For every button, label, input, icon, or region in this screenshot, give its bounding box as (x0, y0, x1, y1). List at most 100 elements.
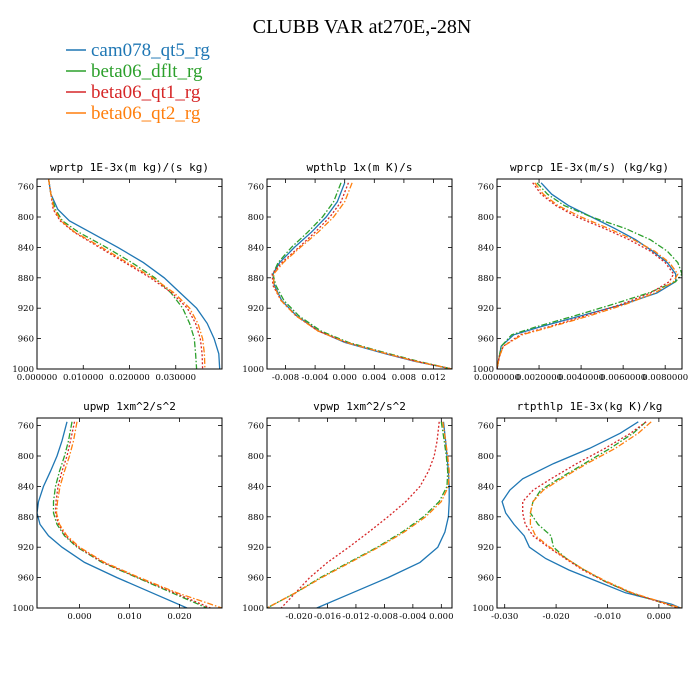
panel-1: wprtp 1E-3x(m kg)/(s kg) 760 800 840 880 920 9… (12, 161, 223, 383)
plot-frame (36, 417, 223, 609)
series-line-beta06_qt1_rg (280, 421, 440, 608)
series-line-beta06_qt2_rg (273, 182, 452, 369)
panel-3: wprcp 1E-3x(m/s) (kg/kg) 760 800 840 880 920 9… (472, 161, 688, 383)
series-line-beta06_qt1_rg (497, 182, 675, 369)
series-line-beta06_dflt_rg (47, 179, 198, 369)
x-tick-label: 0.030000 (155, 373, 196, 383)
y-tick-label: 760 (248, 422, 264, 432)
series-line-beta06_dflt_rg (52, 421, 208, 608)
x-tick-label: 0.000 (647, 612, 671, 622)
x-tick-label: 0.004 (362, 373, 386, 383)
x-tick-label: -0.012 (342, 612, 369, 622)
series-line-beta06_dflt_rg (529, 421, 679, 608)
plot-frame (496, 417, 683, 609)
series-line-cam078_qt5_rg (316, 421, 450, 608)
y-tick-label: 840 (478, 482, 494, 492)
series-line-beta06_qt2_rg (47, 179, 206, 369)
x-tick-label: 0.010000 (63, 373, 104, 383)
y-tick-label: 960 (18, 335, 34, 345)
y-tick-label: 880 (248, 513, 264, 523)
plot-frame (496, 178, 683, 370)
series-line-cam078_qt5_rg (497, 182, 677, 369)
y-tick-label: 960 (18, 574, 34, 584)
series-line-beta06_dflt_rg (272, 182, 452, 369)
x-tick-label: 0.000000 (17, 373, 58, 383)
y-tick-label: 920 (478, 543, 494, 553)
panel-title: wprtp 1E-3x(m kg)/(s kg) (50, 161, 209, 174)
panel-2: wpthlp 1x(m K)/s 760 800 840 880 920 960 1000 -0… (242, 161, 453, 383)
legend-label-beta06_qt1_rg: beta06_qt1_rg (91, 82, 201, 103)
series-line-beta06_qt2_rg (267, 421, 450, 608)
y-tick-label: 840 (18, 482, 34, 492)
y-tick-label: 880 (18, 513, 34, 523)
x-tick-label: 0.008 (392, 373, 416, 383)
y-tick-label: 1000 (472, 604, 494, 614)
y-tick-label: 880 (478, 274, 494, 284)
series-line-cam078_qt5_rg (47, 179, 221, 369)
legend-label-beta06_dflt_rg: beta06_dflt_rg (91, 61, 203, 82)
x-tick-label: 0.0020000 (516, 373, 562, 383)
series-line-beta06_qt1_rg (47, 179, 204, 369)
y-tick-label: 800 (478, 213, 494, 223)
plot-frame (36, 178, 223, 370)
x-tick-label: -0.016 (314, 612, 341, 622)
series-line-beta06_dflt_rg (497, 182, 682, 369)
x-tick-label: 0.010 (117, 612, 141, 622)
figure-title: CLUBB VAR at270E,-28N (253, 16, 472, 38)
x-tick-label: -0.008 (371, 612, 398, 622)
y-tick-label: 1000 (242, 365, 264, 375)
y-tick-label: 880 (248, 274, 264, 284)
y-tick-label: 920 (248, 543, 264, 553)
y-tick-label: 760 (18, 183, 34, 193)
x-tick-label: -0.030 (491, 612, 518, 622)
y-tick-label: 880 (478, 513, 494, 523)
x-tick-label: 0.012 (421, 373, 445, 383)
x-tick-label: -0.020 (285, 612, 312, 622)
y-tick-label: 800 (478, 452, 494, 462)
y-tick-label: 960 (248, 335, 264, 345)
x-tick-label: -0.004 (301, 373, 328, 383)
x-tick-label: -0.020 (542, 612, 569, 622)
series-line-beta06_qt2_rg (497, 182, 679, 369)
y-tick-label: 840 (478, 243, 494, 253)
series-line-cam078_qt5_rg (501, 421, 681, 608)
panel-4: upwp 1xm^2/s^2 760 800 840 880 920 960 1000 0.00… (12, 400, 223, 622)
y-tick-label: 1000 (12, 365, 34, 375)
panel-title: vpwp 1xm^2/s^2 (313, 400, 406, 413)
x-tick-label: 0.020 (167, 612, 191, 622)
series-line-beta06_qt1_rg (54, 421, 211, 608)
y-tick-label: 800 (18, 213, 34, 223)
series-line-cam078_qt5_rg (272, 182, 452, 369)
x-tick-label: 0.020000 (109, 373, 150, 383)
panel-title: rtpthlp 1E-3x(kg K)/kg (517, 400, 663, 413)
panels: wprtp 1E-3x(m kg)/(s kg) 760 800 840 880 920 9… (12, 161, 688, 622)
x-tick-label: 0.000 (429, 612, 453, 622)
x-tick-label: 0.0000000 (474, 373, 520, 383)
series-line-beta06_qt1_rg (271, 182, 452, 369)
panel-5: vpwp 1xm^2/s^2 760 800 840 880 920 960 1000 -0.0… (242, 400, 453, 622)
y-tick-label: 920 (18, 304, 34, 314)
y-tick-label: 960 (478, 335, 494, 345)
y-tick-label: 800 (248, 213, 264, 223)
y-tick-label: 760 (248, 183, 264, 193)
x-tick-label: -0.010 (594, 612, 621, 622)
y-tick-label: 1000 (242, 604, 264, 614)
y-tick-label: 920 (478, 304, 494, 314)
x-tick-label: 0.0080000 (642, 373, 688, 383)
legend-label-beta06_qt2_rg: beta06_qt2_rg (91, 103, 201, 124)
y-tick-label: 1000 (472, 365, 494, 375)
y-tick-label: 920 (248, 304, 264, 314)
x-tick-label: 0.000 (333, 373, 357, 383)
x-tick-label: 0.0040000 (558, 373, 604, 383)
legend: cam078_qt5_rgbeta06_dflt_rgbeta06_qt1_rg… (66, 40, 210, 124)
x-tick-label: 0.000 (67, 612, 91, 622)
y-tick-label: 760 (478, 422, 494, 432)
series-line-beta06_qt1_rg (522, 421, 680, 608)
series-line-beta06_dflt_rg (267, 421, 449, 608)
y-tick-label: 880 (18, 274, 34, 284)
y-tick-label: 840 (248, 243, 264, 253)
panel-title: wpthlp 1x(m K)/s (307, 161, 413, 174)
x-tick-label: -0.004 (399, 612, 426, 622)
y-tick-label: 920 (18, 543, 34, 553)
